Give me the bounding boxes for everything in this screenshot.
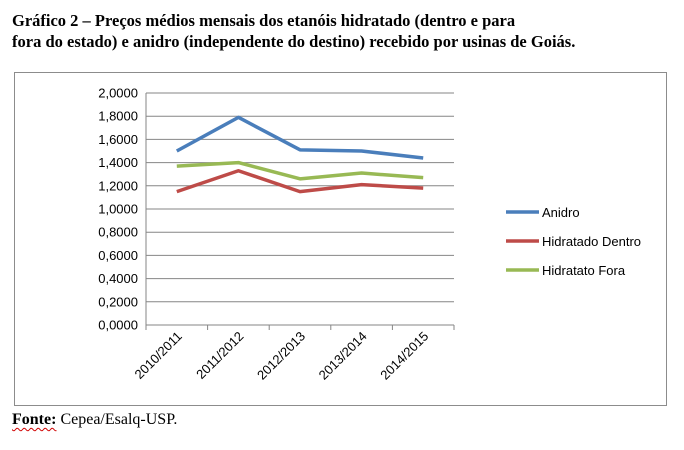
source-note: Fonte: Cepea/Esalq-USP. — [12, 411, 177, 429]
x-tick-label-0: 2010/2011 — [132, 329, 185, 382]
y-tick-label-4: 0,8000 — [98, 225, 138, 240]
source-label: Fonte: — [12, 411, 57, 428]
series-line-0 — [175, 115, 424, 160]
chart-title-line-1: Gráfico 2 – Preços médios mensais dos et… — [12, 11, 516, 30]
y-tick-label-7: 1,4000 — [98, 155, 138, 170]
series-line-1 — [176, 168, 424, 194]
series-line-2 — [176, 160, 424, 181]
y-tick-label-2: 0,4000 — [98, 271, 138, 286]
x-tick-label-4: 2014/2015 — [377, 329, 431, 383]
y-tick-label-8: 1,6000 — [98, 132, 138, 147]
y-tick-label-0: 0,0000 — [98, 318, 138, 333]
y-tick-label-10: 2,0000 — [98, 86, 138, 101]
x-tick-label-3: 2013/2014 — [316, 329, 370, 383]
x-tick-label-1: 2011/2012 — [193, 329, 246, 382]
legend-label-2: Hidratato Fora — [542, 263, 626, 278]
chart-frame — [14, 72, 667, 406]
y-tick-label-3: 0,6000 — [98, 248, 138, 263]
legend-label-0: Anidro — [542, 205, 580, 220]
chart-title: Gráfico 2 – Preços médios mensais dos et… — [12, 10, 672, 52]
chart-title-line-2: fora do estado) e anidro (independente d… — [12, 32, 576, 51]
source-text: Cepea/Esalq-USP. — [56, 411, 178, 428]
legend-label-1: Hidratado Dentro — [542, 234, 641, 249]
x-tick-label-2: 2012/2013 — [254, 329, 308, 383]
y-tick-label-5: 1,0000 — [98, 202, 138, 217]
y-tick-label-9: 1,8000 — [98, 109, 138, 124]
y-tick-label-1: 0,2000 — [98, 294, 138, 309]
y-tick-label-6: 1,2000 — [98, 178, 138, 193]
